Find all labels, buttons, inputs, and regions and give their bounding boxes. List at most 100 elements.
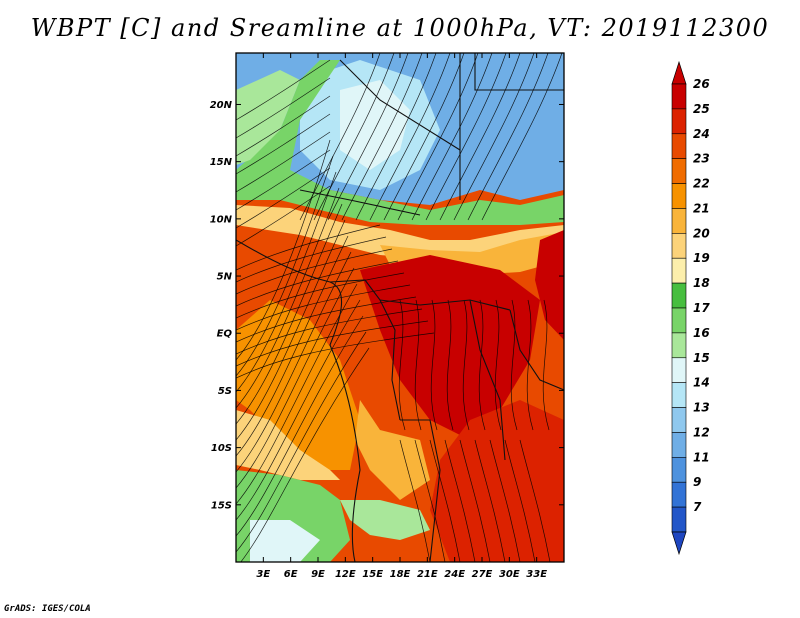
streamline [369, 53, 451, 221]
country-borders [236, 53, 564, 562]
streamline [236, 331, 367, 553]
colorbar-box [671, 158, 687, 184]
temperature-region [236, 205, 564, 262]
streamline [236, 299, 361, 521]
streamline [341, 53, 423, 221]
streamline [398, 299, 406, 431]
colorbar-label: 21 [693, 201, 710, 215]
colorbar-box [671, 506, 687, 533]
colorbar-label: 22 [693, 177, 710, 191]
lon-label: 3E [256, 569, 270, 580]
streamline [425, 53, 507, 221]
colorbar-label: 18 [693, 276, 710, 290]
map-axes: 20N 15N 10N 5N EQ 5S 10S 15S 3E 6E 9E 12E 15E 18E 21E 2… [210, 53, 564, 580]
colorbar-label: 15 [693, 351, 710, 365]
temperature-region [236, 300, 360, 470]
colorbar-box [671, 233, 687, 259]
streamline [510, 299, 518, 431]
streamline [236, 236, 387, 283]
colorbar-max-arrow [671, 60, 687, 85]
lon-label: 24E [444, 569, 465, 580]
lat-label: 10N [210, 214, 233, 225]
streamline [236, 219, 346, 441]
streamline [446, 299, 454, 431]
streamline [236, 95, 331, 157]
lon-label: 18E [390, 569, 411, 580]
streamline [542, 299, 550, 431]
temperature-region [250, 520, 320, 562]
streamline [444, 439, 476, 562]
lon-label: 21E [417, 569, 438, 580]
border-line [509, 309, 564, 391]
streamline [397, 53, 479, 221]
colorbar-label: 9 [693, 475, 701, 489]
lat-label: EQ [217, 329, 233, 340]
streamline [399, 439, 431, 562]
colorbar-box [671, 481, 687, 508]
lon-label: 15E [362, 569, 383, 580]
streamline [236, 308, 423, 355]
border-line [329, 279, 421, 306]
streamline [236, 131, 331, 193]
colorbar-box [671, 357, 687, 383]
streamline [236, 267, 355, 489]
colorbar-label: 16 [693, 326, 710, 340]
colorbar-label: 24 [693, 127, 710, 141]
streamline [236, 139, 331, 361]
lat-label: 15N [210, 157, 233, 168]
lat-label: 5S [218, 386, 232, 397]
colorbar-box [671, 332, 687, 359]
lon-label: 30E [499, 569, 520, 580]
streamline [236, 296, 417, 343]
streamline [236, 224, 381, 271]
colorbar-box [671, 108, 687, 135]
colorbar-box [671, 457, 687, 483]
streamline [439, 53, 521, 221]
lon-label: 12E [335, 569, 356, 580]
lon-label: 27E [472, 569, 493, 580]
colorbar-box [671, 133, 687, 159]
temperature-region [430, 400, 564, 562]
streamline [236, 185, 331, 247]
streamline [236, 235, 349, 457]
streamline [414, 439, 446, 562]
colorbar-label: 12 [693, 425, 710, 439]
streamline [236, 283, 358, 505]
streamline [236, 332, 435, 379]
lat-label: 10S [211, 443, 232, 454]
streamline [411, 53, 493, 221]
temperature-region [355, 400, 430, 500]
streamline [481, 53, 563, 221]
border-line [339, 59, 461, 151]
streamline [504, 439, 536, 562]
lon-label: 9E [311, 569, 325, 580]
lon-label: 6E [284, 569, 298, 580]
streamline [236, 59, 331, 121]
colorbar-label: 13 [693, 401, 710, 415]
streamline [236, 315, 364, 537]
streamline [459, 439, 491, 562]
lon-label: 33E [526, 569, 547, 580]
colorbar-label: 26 [693, 77, 710, 91]
colorbar-label: 20 [693, 226, 710, 240]
map-title: WBPT [C] and Sreamline at 1000hPa, VT: 2… [30, 14, 770, 42]
streamline [236, 248, 393, 295]
colorbar-box [671, 382, 687, 408]
border-line [236, 239, 361, 562]
colorbar-box [671, 407, 687, 433]
streamline [236, 284, 411, 331]
colorbar-label: 25 [693, 102, 710, 116]
streamline [236, 251, 352, 473]
streamline [355, 53, 437, 221]
streamline [430, 299, 438, 431]
streamline [453, 53, 535, 221]
colorbar: 26 25 24 23 22 21 20 19 18 17 16 15 14 13 12 11 9 7 [671, 60, 710, 556]
colorbar-label: 11 [693, 450, 710, 464]
temperature-region [236, 60, 564, 225]
streamline [236, 167, 331, 229]
colorbar-label: 19 [693, 251, 710, 265]
colorbar-label: 23 [693, 152, 710, 166]
lat-label: 5N [217, 272, 233, 283]
colorbar-min-arrow [671, 531, 687, 556]
streamline [236, 260, 399, 307]
